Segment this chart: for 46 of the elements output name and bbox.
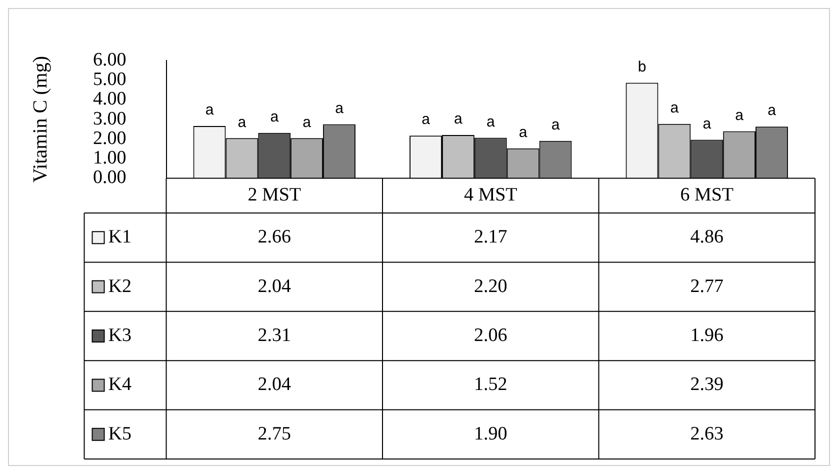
annotation: a <box>486 113 496 130</box>
annotation: a <box>238 114 247 131</box>
legend-label: K5 <box>108 423 132 444</box>
annotation: a <box>735 106 744 124</box>
y-axis-title: Vitamin C (mg) <box>29 56 52 183</box>
data-label: 2.39 <box>690 374 724 396</box>
annotation: a <box>454 110 464 128</box>
data-label: 2.06 <box>474 324 508 346</box>
data-label: 1.52 <box>474 374 508 396</box>
y-tick-label: 2.00 <box>93 128 126 149</box>
y-tick-label: 6.00 <box>93 49 126 70</box>
data-label: 2.31 <box>258 324 291 346</box>
y-tick-label: 1.00 <box>93 148 126 169</box>
annotation: a <box>518 124 528 141</box>
annotation: a <box>205 102 214 119</box>
y-tick-label: 3.00 <box>93 108 126 130</box>
legend-label: K3 <box>108 324 132 346</box>
annotation: a <box>551 116 560 134</box>
y-tick-label: 4.00 <box>93 88 126 110</box>
data-label: 2.75 <box>258 423 291 444</box>
data-label: 4.86 <box>690 226 724 248</box>
annotation: a <box>270 108 280 126</box>
annotation: a <box>768 102 777 120</box>
x-tick-label: 6 MST <box>680 184 734 206</box>
legend-label: K2 <box>108 276 132 297</box>
data-label: 2.66 <box>258 226 291 248</box>
data-label: 2.04 <box>258 276 292 297</box>
x-tick-label: 4 MST <box>464 184 518 206</box>
data-label: 1.96 <box>690 324 724 346</box>
annotation: a <box>335 100 344 117</box>
data-label: 2.63 <box>690 423 724 444</box>
annotation: a <box>422 111 431 128</box>
data-label: 1.90 <box>474 423 508 444</box>
annotation: a <box>702 115 712 132</box>
legend-label: K1 <box>108 226 132 248</box>
annotation: b <box>638 58 646 76</box>
data-label: 2.17 <box>474 226 508 248</box>
y-tick-label: 0.00 <box>93 167 126 188</box>
data-label: 2.04 <box>258 374 292 396</box>
legend-label: K4 <box>108 374 132 396</box>
data-label: 2.20 <box>474 276 508 297</box>
data-label: 2.77 <box>690 276 724 297</box>
annotation: a <box>302 114 312 131</box>
y-tick-label: 5.00 <box>93 69 126 90</box>
annotation: a <box>670 99 680 116</box>
x-tick-label: 2 MST <box>248 184 302 206</box>
